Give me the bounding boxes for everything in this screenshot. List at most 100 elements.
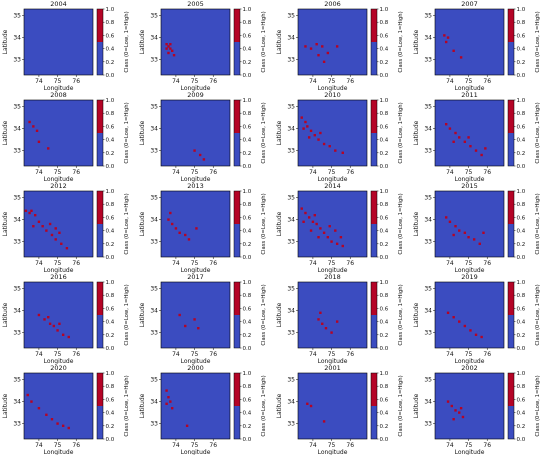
high-class-cell xyxy=(467,236,470,239)
colorbar-tick-label: 0.2 xyxy=(106,151,115,157)
colorbar-tick-label: 0.2 xyxy=(243,60,252,66)
colorbar-tick-label: 0.8 xyxy=(380,384,389,390)
axes-frame xyxy=(23,99,94,167)
y-tick-label: 33 xyxy=(287,239,295,246)
x-tick-label: 75 xyxy=(191,78,199,85)
colorbar-tick-label: 0.4 xyxy=(243,411,252,417)
high-class-cell xyxy=(185,424,189,427)
chart-title: 2010 xyxy=(324,91,341,99)
high-class-cell xyxy=(463,324,467,328)
high-class-cell xyxy=(65,247,69,250)
x-tick-label: 74 xyxy=(309,351,317,358)
high-class-cell xyxy=(37,313,41,317)
high-class-cell xyxy=(30,209,33,212)
high-class-cell xyxy=(339,236,343,239)
y-tick-label: 33 xyxy=(13,239,21,246)
high-class-cell xyxy=(446,36,450,39)
colorbar-label: Class (0=Low, 1=High) xyxy=(124,375,130,436)
high-class-cell xyxy=(321,45,324,48)
high-class-cell xyxy=(328,145,331,148)
colorbar-tick-label: 0.2 xyxy=(106,242,115,248)
y-tick-label: 34 xyxy=(150,126,158,133)
y-tick-label: 33 xyxy=(150,330,158,337)
y-tick-label: 35 xyxy=(287,13,295,20)
chart-svg: 2002 74 75 76 33 34 35 Longitude Latitude 0.0 0.2 0… xyxy=(413,364,541,455)
y-tick-label: 35 xyxy=(13,195,21,202)
x-tick-label: 74 xyxy=(446,78,454,85)
colorbar xyxy=(507,8,515,76)
colorbar xyxy=(370,372,378,440)
chart-svg: 2016 74 75 76 33 34 35 Longitude Latitude 0.0 0.2 0… xyxy=(2,273,130,365)
colorbar-label: Class (0=Low, 1=High) xyxy=(398,11,404,72)
colorbar-tick-label: 0.4 xyxy=(380,411,389,417)
colorbar-tick-label: 0.4 xyxy=(517,320,526,326)
x-tick-label: 75 xyxy=(54,351,62,358)
x-tick-label: 76 xyxy=(72,351,80,358)
chart-title: 2005 xyxy=(187,0,204,8)
high-class-cell xyxy=(478,242,481,245)
x-axis-label: Longitude xyxy=(181,176,211,183)
y-tick-label: 34 xyxy=(13,35,21,42)
colorbar-tick-label: 1.0 xyxy=(243,371,252,377)
colorbar-tick-label: 1.0 xyxy=(106,371,115,377)
x-axis-label: Longitude xyxy=(181,358,211,365)
y-axis-label: Latitude xyxy=(139,211,146,236)
colorbar xyxy=(96,372,104,440)
x-axis-label: Longitude xyxy=(318,358,348,365)
high-class-cell xyxy=(165,389,168,392)
chart-svg: 2005 74 75 76 33 34 35 Longitude Latitude 0.0 0.2 0… xyxy=(139,0,267,92)
colorbar-tick-label: 0.4 xyxy=(380,138,389,144)
colorbar-tick-label: 0.6 xyxy=(380,397,389,403)
axes-frame xyxy=(434,190,505,258)
colorbar-tick-label: 0.8 xyxy=(380,111,389,117)
chart-title: 2000 xyxy=(187,364,204,372)
x-axis-label: Longitude xyxy=(318,85,348,92)
y-tick-label: 33 xyxy=(150,239,158,246)
x-tick-label: 74 xyxy=(172,169,180,176)
y-axis-label: Latitude xyxy=(413,120,420,145)
colorbar-tick-label: 0.4 xyxy=(517,411,526,417)
colorbar-tick-label: 0.0 xyxy=(243,73,252,79)
high-class-cell xyxy=(450,404,453,408)
y-axis-label: Latitude xyxy=(276,211,283,236)
colorbar xyxy=(507,190,515,258)
y-tick-label: 34 xyxy=(150,35,158,42)
chart-title: 2001 xyxy=(324,364,341,372)
colorbar-tick-label: 0.8 xyxy=(106,293,115,299)
high-class-cell xyxy=(24,209,28,212)
x-axis-label: Longitude xyxy=(44,358,74,365)
heatmap-background xyxy=(161,100,230,166)
colorbar-tick-label: 0.8 xyxy=(380,202,389,208)
high-class-cell xyxy=(170,49,174,52)
high-class-cell xyxy=(474,333,478,336)
heatmap-background xyxy=(298,191,367,257)
colorbar-tick-label: 1.0 xyxy=(380,189,389,195)
x-tick-label: 74 xyxy=(172,442,180,449)
x-tick-label: 74 xyxy=(172,78,180,85)
colorbar-tick-label: 0.8 xyxy=(517,384,526,390)
x-axis-label: Longitude xyxy=(181,85,211,92)
x-tick-label: 74 xyxy=(309,169,317,176)
high-class-cell xyxy=(169,400,172,403)
high-class-cell xyxy=(37,140,41,143)
high-class-cell xyxy=(170,407,174,410)
high-class-cell xyxy=(341,151,344,154)
colorbar-tick-label: 0.6 xyxy=(106,124,115,130)
colorbar-tick-label: 0.0 xyxy=(243,346,252,352)
colorbar-tick-label: 0.2 xyxy=(517,60,526,66)
chart-title: 2012 xyxy=(50,182,67,190)
heatmap-background xyxy=(24,373,93,439)
colorbar-tick-label: 0.2 xyxy=(380,60,389,66)
y-axis-label: Latitude xyxy=(413,29,420,54)
high-class-cell xyxy=(454,225,457,228)
colorbar-tick-label: 1.0 xyxy=(517,98,526,104)
y-axis-label: Latitude xyxy=(139,302,146,327)
heatmap-background xyxy=(24,100,93,166)
colorbar-tick-label: 0.4 xyxy=(380,229,389,235)
colorbar-tick-label: 0.8 xyxy=(517,202,526,208)
colorbar-tick-label: 0.6 xyxy=(380,124,389,130)
colorbar-label: Class (0=Low, 1=High) xyxy=(261,375,267,436)
x-tick-label: 74 xyxy=(309,260,317,267)
y-tick-label: 34 xyxy=(287,399,295,406)
y-tick-label: 35 xyxy=(150,195,158,202)
